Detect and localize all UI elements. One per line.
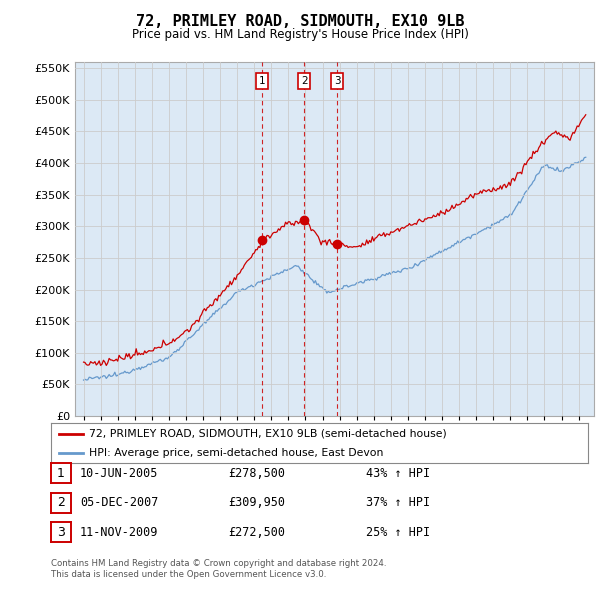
Text: 25% ↑ HPI: 25% ↑ HPI bbox=[366, 526, 430, 539]
Text: Price paid vs. HM Land Registry's House Price Index (HPI): Price paid vs. HM Land Registry's House … bbox=[131, 28, 469, 41]
Text: £272,500: £272,500 bbox=[228, 526, 285, 539]
Text: 11-NOV-2009: 11-NOV-2009 bbox=[80, 526, 158, 539]
Text: 37% ↑ HPI: 37% ↑ HPI bbox=[366, 496, 430, 509]
Text: 43% ↑ HPI: 43% ↑ HPI bbox=[366, 467, 430, 480]
Text: 2: 2 bbox=[57, 496, 65, 509]
Text: HPI: Average price, semi-detached house, East Devon: HPI: Average price, semi-detached house,… bbox=[89, 448, 383, 458]
Text: This data is licensed under the Open Government Licence v3.0.: This data is licensed under the Open Gov… bbox=[51, 571, 326, 579]
Text: 72, PRIMLEY ROAD, SIDMOUTH, EX10 9LB (semi-detached house): 72, PRIMLEY ROAD, SIDMOUTH, EX10 9LB (se… bbox=[89, 429, 446, 439]
Text: 3: 3 bbox=[334, 76, 341, 86]
Text: 05-DEC-2007: 05-DEC-2007 bbox=[80, 496, 158, 509]
Text: 3: 3 bbox=[57, 526, 65, 539]
Text: Contains HM Land Registry data © Crown copyright and database right 2024.: Contains HM Land Registry data © Crown c… bbox=[51, 559, 386, 568]
Text: 10-JUN-2005: 10-JUN-2005 bbox=[80, 467, 158, 480]
Text: £278,500: £278,500 bbox=[228, 467, 285, 480]
Text: £309,950: £309,950 bbox=[228, 496, 285, 509]
Text: 1: 1 bbox=[57, 467, 65, 480]
Text: 1: 1 bbox=[259, 76, 265, 86]
Text: 72, PRIMLEY ROAD, SIDMOUTH, EX10 9LB: 72, PRIMLEY ROAD, SIDMOUTH, EX10 9LB bbox=[136, 14, 464, 28]
Text: 2: 2 bbox=[301, 76, 307, 86]
